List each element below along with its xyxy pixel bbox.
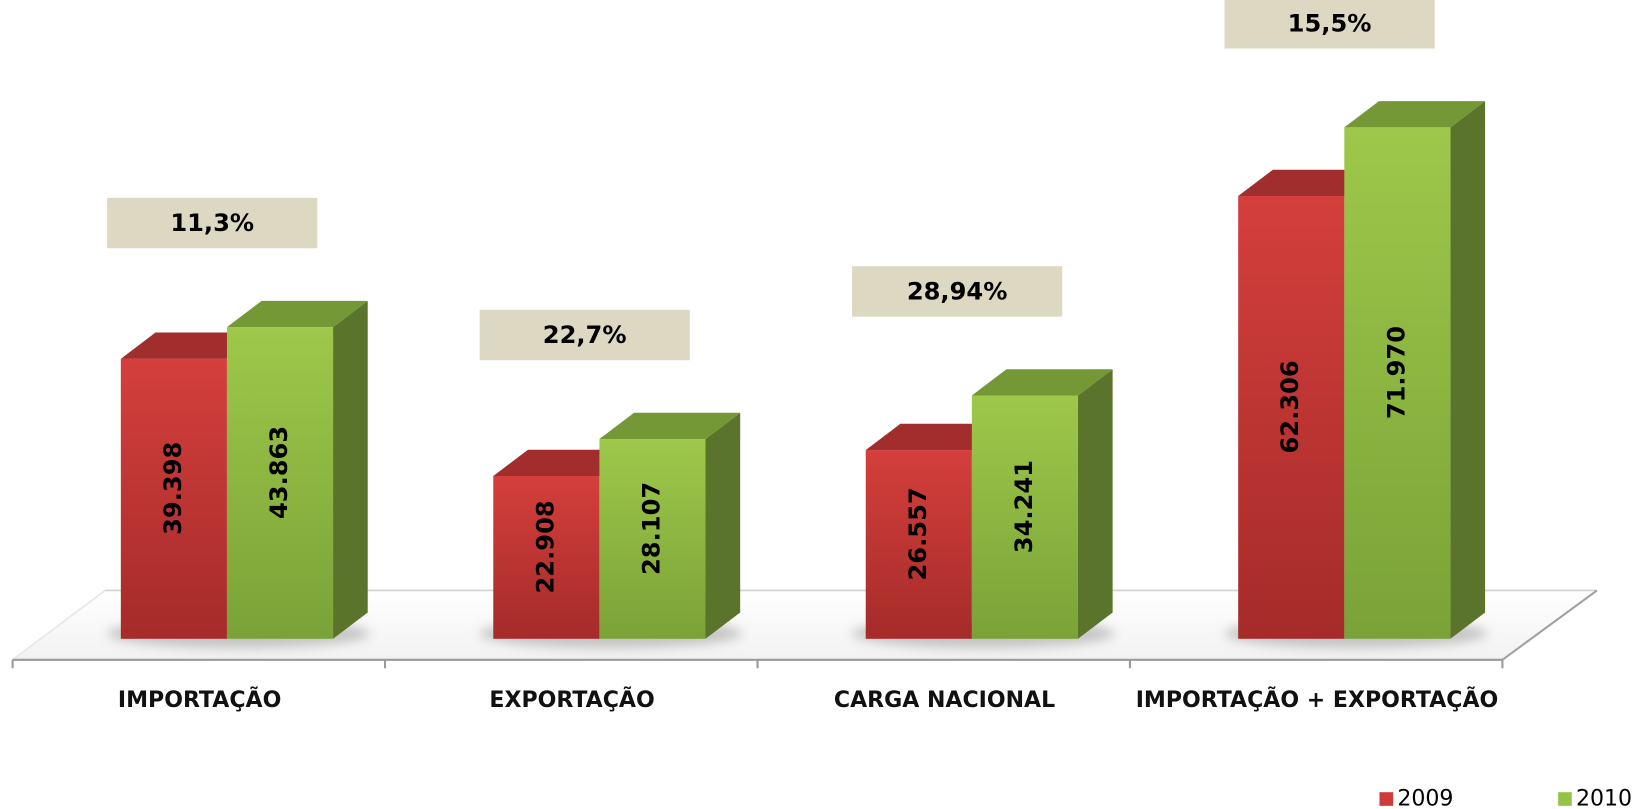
floor — [12, 590, 1597, 660]
bar — [493, 475, 600, 639]
value-label: 39.398 — [159, 442, 187, 535]
bar-side — [333, 300, 368, 639]
bar — [865, 450, 972, 639]
floor-side-edge — [1501, 589, 1598, 661]
bar — [120, 358, 227, 639]
bar-top — [1344, 101, 1486, 128]
bar-side — [1450, 101, 1486, 639]
bar-top — [1238, 169, 1379, 197]
bar-top — [599, 412, 741, 440]
bar — [971, 395, 1078, 639]
bar-top — [493, 449, 635, 476]
x-tick-label: CARGA NACIONAL — [834, 688, 1055, 713]
bar-top — [971, 369, 1113, 396]
annotation-box — [479, 309, 690, 361]
bar — [226, 327, 334, 639]
value-label: 26.557 — [904, 487, 932, 580]
value-label: 43.863 — [265, 426, 293, 519]
bar — [1238, 196, 1345, 639]
value-label: 28.107 — [637, 482, 665, 575]
floor-side-edge — [12, 589, 106, 661]
bar — [1344, 127, 1451, 639]
value-label: 71.970 — [1382, 326, 1410, 419]
annotation: 15,5% — [1288, 9, 1372, 37]
bar-top — [120, 332, 262, 359]
annotation: 11,3% — [170, 209, 254, 237]
legend-label: 2009 — [1397, 787, 1453, 809]
x-tick-label: EXPORTAÇÃO — [489, 687, 654, 713]
legend-swatch — [1379, 792, 1394, 806]
bar-top — [226, 300, 368, 328]
value-label: 62.306 — [1276, 360, 1304, 453]
annotation-box — [107, 197, 318, 249]
legend-swatch — [1558, 792, 1572, 806]
annotation: 28,94% — [907, 277, 1008, 305]
annotation: 22,7% — [543, 321, 627, 349]
legend-label: 2010 — [1576, 787, 1632, 809]
value-label: 22.908 — [531, 500, 559, 593]
bar-top — [865, 423, 1007, 451]
bar — [599, 439, 706, 639]
annotation-box — [1224, 0, 1435, 49]
x-tick-label: IMPORTAÇÃO — [118, 687, 281, 713]
bar-side — [1077, 369, 1113, 639]
x-tick-label: IMPORTAÇÃO + EXPORTAÇÃO — [1136, 687, 1499, 713]
bar-side — [705, 412, 741, 639]
value-label: 34.241 — [1010, 460, 1038, 553]
annotation-box — [852, 266, 1063, 317]
